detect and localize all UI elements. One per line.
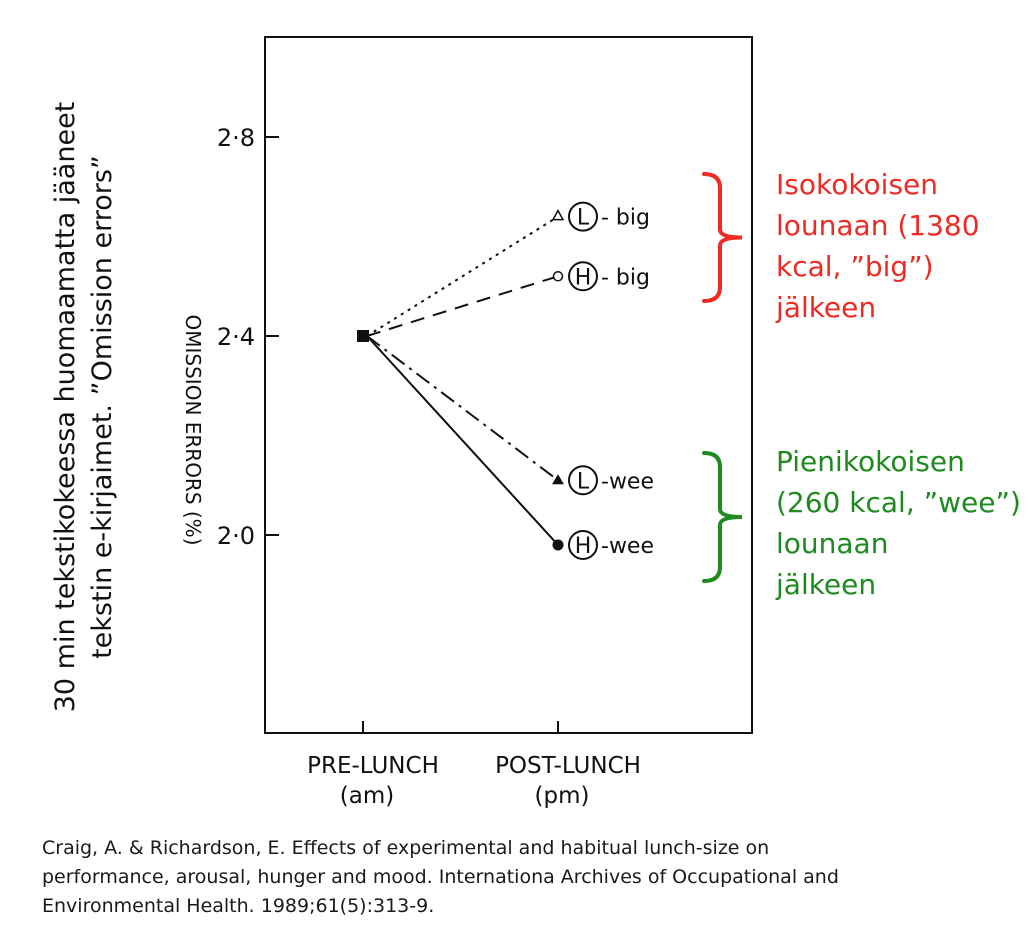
- y-tick-label: 2·4: [217, 323, 255, 351]
- series-label-letter: L: [577, 206, 590, 231]
- annotation-wee-line-2: (260 kcal, ”wee”): [776, 486, 1021, 519]
- marker-triangle-filled: [552, 474, 564, 485]
- caption-line-3: Environmental Health. 1989;61(5):313-9.: [42, 895, 435, 917]
- annotation-wee-line-1: Pienikokoisen: [776, 445, 965, 478]
- annotation-big-line-4: jälkeen: [776, 291, 877, 324]
- series-line: [366, 275, 559, 337]
- series-2: H - big: [366, 261, 650, 337]
- series-label-suffix: -wee: [601, 534, 654, 559]
- plot-border: [264, 36, 753, 734]
- series-label-letter: H: [575, 534, 592, 559]
- series-label-suffix: - big: [601, 265, 650, 290]
- brackets: [702, 172, 743, 583]
- x-tick-sublabel: (pm): [535, 783, 590, 809]
- plot-frame: [264, 36, 753, 734]
- annotation-wee-line-3: lounaan: [776, 527, 889, 560]
- series-line: [366, 335, 559, 482]
- series-4: H -wee: [366, 335, 654, 560]
- x-tick-sublabel: (am): [340, 783, 394, 809]
- caption-line-2: performance, arousal, hunger and mood. I…: [42, 866, 839, 888]
- series-line: [366, 215, 559, 337]
- annotation-wee-lunch: Pienikokoisen (260 kcal, ”wee”) lounaan …: [776, 441, 1021, 605]
- caption-line-1: Craig, A. & Richardson, E. Effects of ex…: [42, 837, 770, 859]
- series-label-letter: L: [577, 469, 590, 494]
- side-title: 30 min tekstikokeessa huomaamatta jäänee…: [47, 67, 121, 747]
- annotation-big-lunch: Isokokoisen lounaan (1380 kcal, ”big”) j…: [776, 164, 980, 328]
- side-title-line-2: tekstin e-kirjaimet. ”Omission errors”: [87, 155, 118, 659]
- y-axis-label: OMISSION ERRORS (%): [181, 315, 205, 546]
- y-tick-label: 2·8: [217, 124, 255, 152]
- series-label-circle: [568, 201, 598, 232]
- series-label-letter: H: [575, 265, 592, 290]
- annotation-big-line-2: lounaan (1380: [776, 209, 980, 242]
- annotation-wee-line-4: jälkeen: [776, 568, 877, 601]
- annotation-big-line-3: kcal, ”big”): [776, 250, 934, 283]
- series-3: L -wee: [366, 335, 654, 496]
- bracket-big: [702, 172, 743, 303]
- marker-triangle-open: [551, 209, 565, 221]
- marker-circle-open: [552, 271, 564, 282]
- marker-pre-lunch-square: [357, 330, 369, 342]
- series-label-circle: [568, 261, 598, 292]
- series-label-suffix: - big: [601, 206, 650, 231]
- marker-circle-filled: [552, 539, 564, 551]
- series-line: [366, 335, 559, 546]
- side-title-line-1: 30 min tekstikokeessa huomaamatta jäänee…: [50, 101, 81, 713]
- y-tick-label: 2·0: [217, 522, 255, 550]
- x-tick-label: POST-LUNCH: [495, 753, 641, 779]
- annotation-big-line-1: Isokokoisen: [776, 168, 939, 201]
- bracket-wee: [702, 451, 743, 583]
- series-label-suffix: -wee: [601, 469, 654, 494]
- series-layer: L - big H - big L -wee H -wee: [357, 201, 654, 560]
- series-label-circle: [568, 465, 598, 496]
- y-axis: 2·0 2·4 2·8: [217, 124, 279, 550]
- citation-caption: Craig, A. & Richardson, E. Effects of ex…: [42, 834, 839, 921]
- series-1: L - big: [366, 201, 650, 337]
- x-axis: PRE-LUNCH (am) POST-LUNCH (pm): [307, 721, 641, 809]
- x-tick-label: PRE-LUNCH: [307, 753, 439, 779]
- series-label-circle: [568, 529, 598, 560]
